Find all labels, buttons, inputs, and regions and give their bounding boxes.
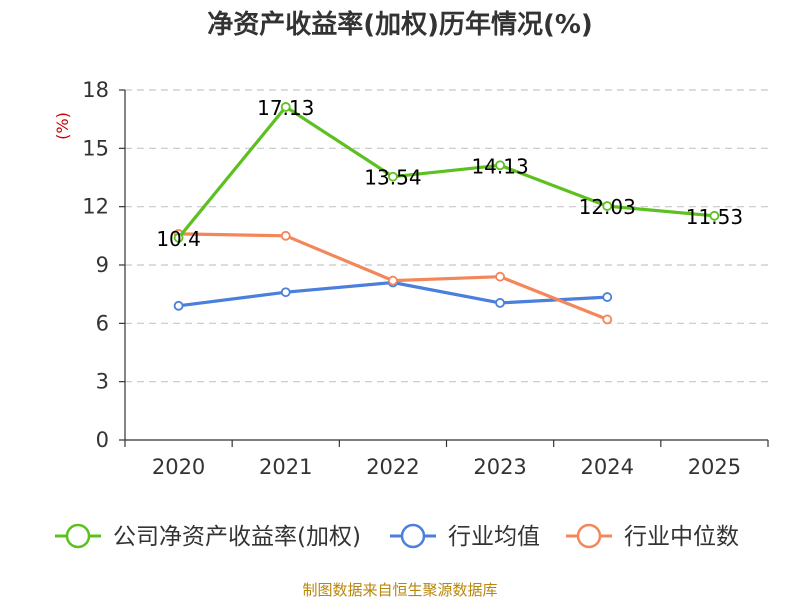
data-point <box>602 314 613 325</box>
data-point <box>602 292 613 302</box>
legend-marker <box>400 523 426 549</box>
data-label: 12.03 <box>579 195 636 219</box>
legend-item-1[interactable]: 行业均值 <box>390 523 540 550</box>
data-label: 13.54 <box>364 166 421 190</box>
legend-label: 行业中位数 <box>624 524 739 550</box>
data-point <box>280 230 291 241</box>
data-point <box>495 298 505 308</box>
y-axis-label: (%) <box>53 112 72 140</box>
data-point <box>495 271 505 282</box>
data-labels: 10.4 17.13 13.54 14.13 12.03 11.53 <box>156 96 743 251</box>
y-tick-label: 6 <box>96 311 109 335</box>
series-lines <box>173 102 720 325</box>
legend[interactable]: 公司净资产收益率(加权) 行业均值 行业中位数 <box>55 523 739 550</box>
data-point <box>602 201 613 211</box>
x-tick-label: 2023 <box>473 455 526 479</box>
data-point <box>388 275 398 286</box>
legend-item-0[interactable]: 公司净资产收益率(加权) <box>55 523 361 550</box>
y-tick-label: 3 <box>96 370 109 394</box>
chart-title: 净资产收益率(加权)历年情况(%) <box>207 9 593 40</box>
data-point <box>709 210 720 221</box>
x-tick-label: 2025 <box>688 455 741 479</box>
data-point <box>280 102 291 112</box>
x-tick-label: 2024 <box>581 455 634 479</box>
y-tick-label: 18 <box>82 78 109 102</box>
legend-marker <box>65 523 91 549</box>
data-point <box>280 287 291 298</box>
x-tick-label: 2022 <box>366 455 419 479</box>
legend-item-2[interactable]: 行业中位数 <box>566 523 739 550</box>
y-tick-label: 0 <box>96 428 109 452</box>
legend-marker <box>576 523 602 549</box>
axes: 0 3 6 9 12 15 18 2020 2021 2022 2023 2024 2025 <box>82 78 769 479</box>
data-label: 11.53 <box>686 205 743 229</box>
legend-label: 行业均值 <box>448 524 540 550</box>
data-label: 14.13 <box>471 154 528 178</box>
data-point <box>495 160 505 171</box>
data-label: 17.13 <box>257 96 314 120</box>
x-tick-label: 2020 <box>152 455 205 479</box>
data-point <box>173 300 184 311</box>
data-label: 10.4 <box>156 227 201 251</box>
series-line-0 <box>177 105 716 240</box>
legend-label: 公司净资产收益率(加权) <box>113 524 361 550</box>
x-tick-label: 2021 <box>259 455 312 479</box>
y-tick-label: 9 <box>96 253 109 277</box>
y-tick-label: 12 <box>82 195 109 219</box>
data-point <box>388 171 398 182</box>
source-note: 制图数据来自恒生聚源数据库 <box>302 581 497 599</box>
y-tick-label: 15 <box>82 136 109 160</box>
data-point <box>173 232 184 243</box>
